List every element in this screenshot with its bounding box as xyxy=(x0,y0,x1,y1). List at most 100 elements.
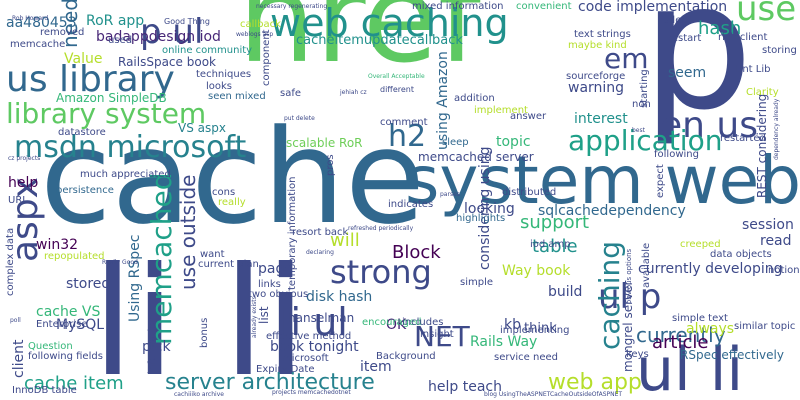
word: techniques xyxy=(196,69,252,80)
word: URL xyxy=(8,195,28,206)
word: jehiah cz xyxy=(340,89,367,96)
word: p ul xyxy=(140,12,204,52)
word: simple xyxy=(460,277,494,288)
word: book tonight xyxy=(270,339,359,355)
word: obvious options xyxy=(625,248,633,304)
word: en us xyxy=(660,105,758,146)
word: repopulated xyxy=(44,251,105,262)
word: implement xyxy=(474,105,528,116)
word: session xyxy=(742,217,794,233)
word: p xyxy=(642,0,754,149)
word: page xyxy=(258,261,293,277)
word: list xyxy=(257,306,271,324)
word: caching xyxy=(593,241,626,350)
word: following xyxy=(654,149,699,160)
word: support xyxy=(520,212,590,233)
word: will xyxy=(330,230,360,251)
word: effective method xyxy=(266,331,352,342)
word: seem xyxy=(668,65,707,81)
word: implementing xyxy=(500,325,570,336)
word: msdn microsoft xyxy=(14,130,247,165)
word: think xyxy=(524,321,557,336)
word: sourceforge xyxy=(566,71,626,82)
word: Rob Howard xyxy=(12,15,49,22)
word: storing xyxy=(762,45,797,56)
word: Background xyxy=(376,351,436,362)
word: table xyxy=(532,236,578,257)
word: web caching xyxy=(270,1,509,45)
word: failed xyxy=(660,15,688,26)
word: RSpec effectively xyxy=(680,348,784,362)
word: expect xyxy=(655,164,666,198)
word: ul li xyxy=(636,335,744,400)
word: highlights xyxy=(456,213,506,224)
word: indicates xyxy=(388,199,434,210)
word: Block xyxy=(392,242,441,263)
word: badappdesign iod xyxy=(96,29,221,45)
word: library system xyxy=(6,97,207,130)
word: pick xyxy=(142,339,171,355)
word: h2 xyxy=(388,119,427,154)
word: href xyxy=(238,0,481,90)
word: poll xyxy=(10,317,21,324)
word: really xyxy=(218,197,246,208)
word: article xyxy=(652,332,709,353)
word: RoR app xyxy=(86,13,145,29)
word: rich client xyxy=(718,32,768,43)
word: sqlcachedependency xyxy=(538,203,686,219)
word: necessary regenerating xyxy=(256,3,328,10)
word: system web xyxy=(405,142,800,219)
word: Using RSpec xyxy=(127,234,143,322)
word: stored xyxy=(66,276,111,292)
word: parses xyxy=(440,191,460,198)
word: memcache xyxy=(10,39,66,50)
word: li li xyxy=(92,236,307,400)
word: memcached server xyxy=(418,150,534,164)
word: li ul xyxy=(280,300,348,344)
word: seen mixed xyxy=(208,91,266,102)
word: insight xyxy=(420,329,454,340)
word: help xyxy=(8,175,39,191)
word: complex data xyxy=(5,227,16,296)
word: Way book xyxy=(502,263,571,279)
word: put delete xyxy=(284,115,315,122)
word: two obvious xyxy=(248,289,309,300)
word: web app xyxy=(548,370,642,395)
word: looks xyxy=(206,81,233,92)
word: datastore xyxy=(58,127,106,138)
word: cz projects xyxy=(8,155,41,162)
word: Overall Acceptable xyxy=(368,73,425,80)
word: Good Thing xyxy=(164,17,210,26)
word: help teach xyxy=(428,379,502,395)
word: aa480453 xyxy=(6,15,77,31)
word: current plan xyxy=(198,259,259,270)
word: Enterprise xyxy=(36,319,88,330)
word: iod amp xyxy=(530,239,571,250)
word: online community xyxy=(162,45,253,56)
word: strong xyxy=(330,253,432,291)
word: non xyxy=(632,99,651,110)
word: following fields xyxy=(28,351,103,362)
word: disk hash xyxy=(306,289,373,305)
word: pros xyxy=(325,154,336,176)
word: data objects xyxy=(710,249,772,260)
word: warning xyxy=(568,80,625,96)
word: us library xyxy=(6,59,175,100)
word: restarted xyxy=(720,133,766,144)
word: Question xyxy=(28,341,73,352)
word: build xyxy=(548,284,583,300)
word: Rails Way xyxy=(470,334,538,350)
word: use xyxy=(736,0,797,29)
word: available xyxy=(641,242,652,288)
word: code implementation xyxy=(578,0,728,15)
word: win32 xyxy=(36,237,79,253)
word: distributed xyxy=(502,187,557,198)
word: used xyxy=(108,35,133,46)
word: VS aspx xyxy=(178,121,226,135)
word: read xyxy=(760,233,792,249)
word: different xyxy=(380,85,414,94)
word: interest xyxy=(574,111,628,127)
word: already exists xyxy=(251,296,258,338)
word: looking xyxy=(464,201,515,217)
word: client xyxy=(11,339,27,378)
